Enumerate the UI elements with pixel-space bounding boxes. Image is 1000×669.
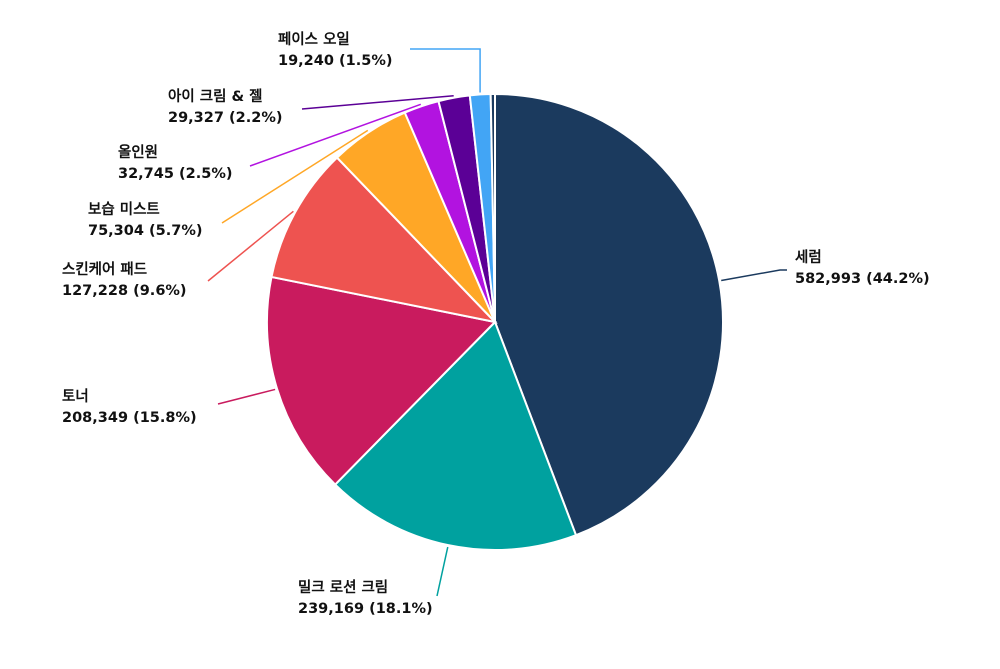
slice-label-value-6: 29,327 (2.2%) bbox=[168, 110, 282, 126]
slice-label-value-3: 127,228 (9.6%) bbox=[62, 283, 187, 299]
slice-label-name-1: 밀크 로션 크림 bbox=[298, 578, 388, 596]
leader-line-1 bbox=[436, 546, 449, 597]
slice-label-name-6: 아이 크림 & 젤 bbox=[168, 87, 263, 105]
leader-line-4 bbox=[221, 129, 369, 224]
pie-slice-3 bbox=[270, 156, 498, 324]
pie-slice-8 bbox=[489, 92, 496, 323]
leader-line-7 bbox=[410, 48, 481, 93]
slice-label-value-0: 582,993 (44.2%) bbox=[795, 271, 930, 287]
slice-label-name-4: 보습 미스트 bbox=[88, 201, 160, 218]
leader-line-0 bbox=[721, 269, 787, 282]
pie-slice-0 bbox=[494, 92, 724, 537]
leader-line-2 bbox=[217, 388, 276, 405]
slice-label-name-3: 스킨케어 패드 bbox=[62, 260, 147, 278]
slice-label-value-5: 32,745 (2.5%) bbox=[118, 166, 232, 182]
slice-label-name-0: 세럼 bbox=[795, 249, 822, 266]
slice-label-value-7: 19,240 (1.5%) bbox=[278, 53, 392, 69]
pie-slices bbox=[266, 92, 724, 551]
slice-label-name-7: 페이스 오일 bbox=[278, 31, 350, 48]
slice-label-name-2: 토너 bbox=[62, 388, 89, 405]
slice-label-name-5: 올인원 bbox=[118, 143, 158, 161]
leader-line-6 bbox=[301, 94, 454, 110]
leader-lines bbox=[207, 48, 787, 597]
leader-line-3 bbox=[207, 210, 294, 282]
slice-label-value-1: 239,169 (18.1%) bbox=[298, 601, 433, 617]
slice-label-value-4: 75,304 (5.7%) bbox=[88, 223, 202, 239]
pie-slice-1 bbox=[333, 320, 578, 551]
slice-labels: 세럼 582,993 (44.2%) 밀크 로션 크림 239,169 (18.1%)… bbox=[62, 31, 930, 617]
leader-line-5 bbox=[249, 103, 422, 167]
pie-slice-2 bbox=[266, 275, 498, 487]
slice-label-value-2: 208,349 (15.8%) bbox=[62, 410, 197, 426]
